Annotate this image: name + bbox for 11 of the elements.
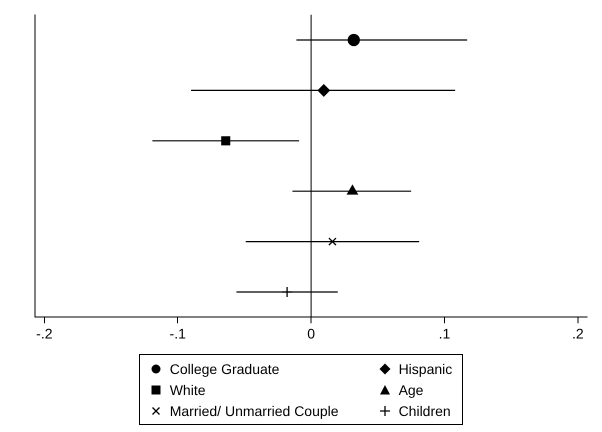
x-tick-label: -.1: [170, 325, 186, 342]
legend-label: College Graduate: [170, 360, 280, 376]
legend-label: Age: [398, 382, 424, 398]
x-tick-label: .2: [572, 325, 584, 342]
legend-label: White: [170, 382, 206, 398]
legend-label: Hispanic: [398, 360, 452, 376]
legend-label: Children: [398, 402, 451, 418]
x-tick-label: 0: [307, 325, 316, 342]
x-tick-label: .1: [438, 325, 451, 342]
x-tick-label: -.2: [36, 325, 53, 342]
legend-label: Married/ Unmarried Couple: [170, 402, 339, 418]
